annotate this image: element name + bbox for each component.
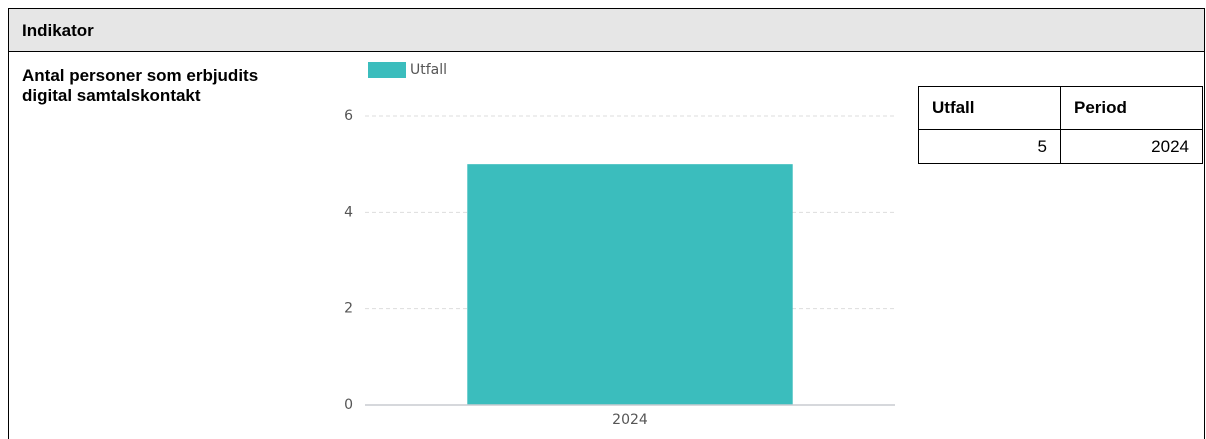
chart: 0 2 4 6 Utfall 2024 bbox=[344, 62, 895, 428]
table-cell: 5 bbox=[918, 129, 1061, 164]
data-table: Utfall Period 5 2024 bbox=[918, 86, 1203, 164]
y-tick-label: 6 bbox=[344, 108, 353, 124]
y-tick-label: 2 bbox=[344, 301, 353, 317]
indicator-label: Antal personer som erbjudits digital sam… bbox=[22, 66, 259, 105]
y-tick-label: 4 bbox=[344, 204, 353, 220]
table-cell: 2024 bbox=[1060, 129, 1203, 164]
frame bbox=[8, 8, 1205, 439]
y-tick-label: 0 bbox=[344, 397, 353, 413]
table-header: Utfall bbox=[918, 86, 1061, 130]
legend-label: Utfall bbox=[410, 62, 447, 78]
table-header: Period bbox=[1060, 86, 1203, 130]
header: Indikator bbox=[9, 9, 1204, 52]
x-tick-label: 2024 bbox=[612, 412, 648, 428]
bar bbox=[467, 164, 793, 405]
legend-swatch bbox=[368, 62, 406, 78]
